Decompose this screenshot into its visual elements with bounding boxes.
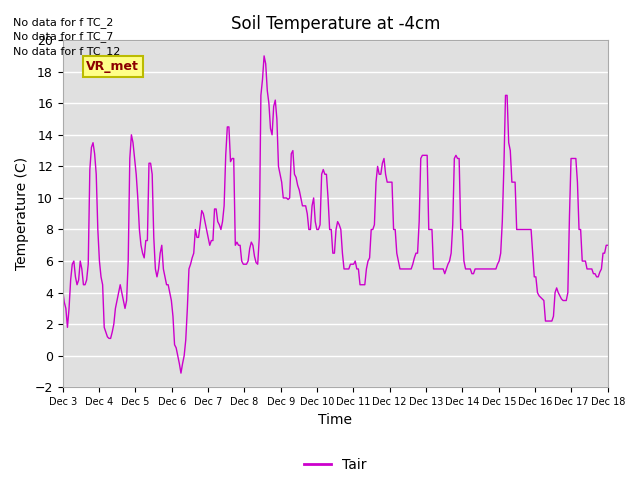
Title: Soil Temperature at -4cm: Soil Temperature at -4cm <box>230 15 440 33</box>
Y-axis label: Temperature (C): Temperature (C) <box>15 157 29 270</box>
Text: VR_met: VR_met <box>86 60 140 73</box>
Text: No data for f TC_7: No data for f TC_7 <box>13 31 113 42</box>
Legend: Tair: Tair <box>298 453 372 478</box>
X-axis label: Time: Time <box>318 413 352 427</box>
Text: No data for f TC_2: No data for f TC_2 <box>13 17 113 28</box>
Text: No data for f TC_12: No data for f TC_12 <box>13 46 120 57</box>
